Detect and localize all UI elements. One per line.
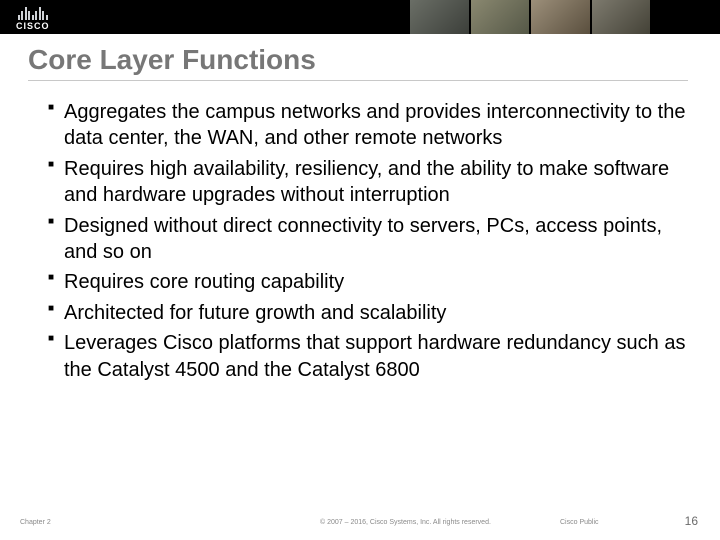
- list-item: Requires core routing capability: [48, 269, 692, 295]
- list-item: Designed without direct connectivity to …: [48, 213, 692, 266]
- list-item: Requires high availability, resiliency, …: [48, 156, 692, 209]
- cisco-logo: CISCO: [16, 7, 50, 31]
- slide-title: Core Layer Functions: [28, 44, 688, 81]
- header-photo: [592, 0, 651, 34]
- header-photo: [410, 0, 469, 34]
- footer-public: Cisco Public: [560, 519, 599, 526]
- slide: CISCO Core Layer Functions Aggregates th…: [0, 0, 720, 540]
- bullet-list: Aggregates the campus networks and provi…: [48, 99, 692, 383]
- footer-page-number: 16: [685, 514, 698, 528]
- list-item: Architected for future growth and scalab…: [48, 300, 692, 326]
- footer-copyright: © 2007 – 2016, Cisco Systems, Inc. All r…: [320, 519, 491, 526]
- slide-content: Aggregates the campus networks and provi…: [48, 99, 692, 383]
- cisco-logo-bars-icon: [18, 7, 48, 20]
- header-photo-strip: [410, 0, 650, 34]
- top-bar: CISCO: [0, 0, 720, 34]
- cisco-logo-text: CISCO: [16, 21, 50, 31]
- header-photo: [531, 0, 590, 34]
- list-item: Aggregates the campus networks and provi…: [48, 99, 692, 152]
- footer-chapter: Chapter 2: [20, 519, 51, 526]
- list-item: Leverages Cisco platforms that support h…: [48, 330, 692, 383]
- header-photo: [471, 0, 530, 34]
